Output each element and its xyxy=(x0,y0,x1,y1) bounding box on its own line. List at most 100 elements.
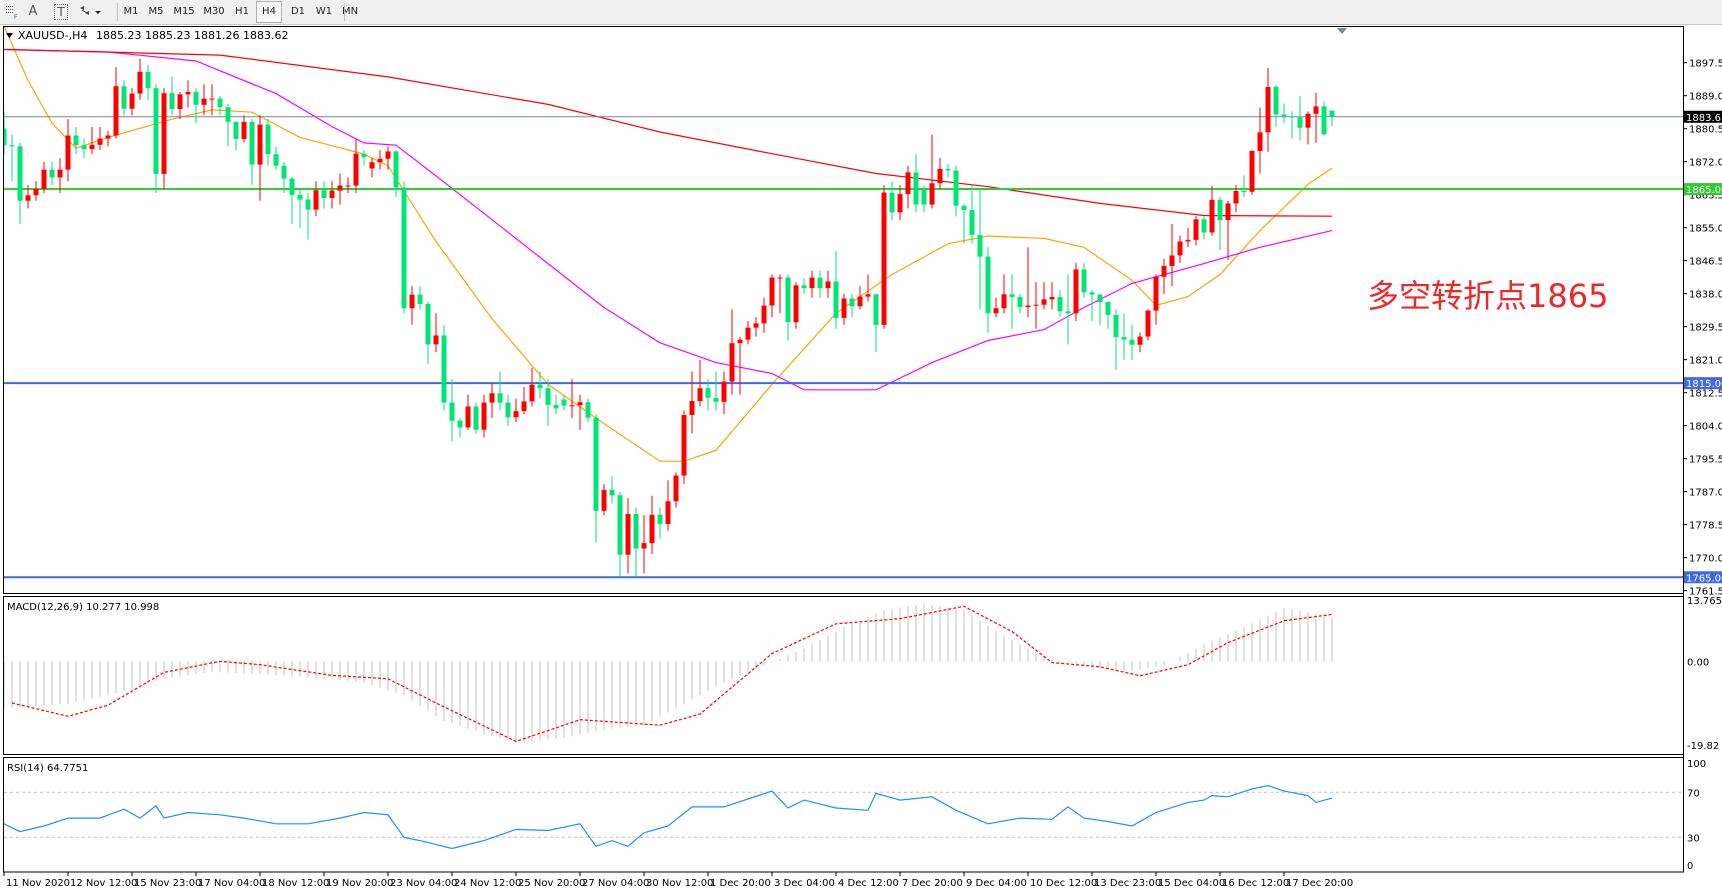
candle-body xyxy=(393,151,399,188)
candle-body xyxy=(273,154,279,166)
candle-body xyxy=(1073,269,1079,314)
candle-body xyxy=(649,514,655,544)
timeframe-h1-button[interactable]: H1 xyxy=(235,6,249,17)
candle xyxy=(329,181,335,209)
candle xyxy=(537,371,543,399)
candle xyxy=(465,394,471,430)
time-tick-label: 30 Nov 12:00 xyxy=(646,878,713,889)
candle-body xyxy=(921,189,927,205)
candle-body xyxy=(489,393,495,403)
candle-body xyxy=(513,411,519,418)
timeframe-h4-button[interactable]: H4 xyxy=(256,1,282,23)
candle-body xyxy=(161,93,167,174)
macd-signal-line xyxy=(11,605,1333,743)
candle-body xyxy=(409,294,415,309)
candle xyxy=(337,173,343,205)
candle xyxy=(505,394,511,426)
timeframe-m1-button[interactable]: M1 xyxy=(123,6,139,17)
candle-body xyxy=(113,86,119,136)
candle-body xyxy=(529,384,535,402)
price-tick-label: 1778.55 xyxy=(1689,521,1722,532)
time-tick-label: 18 Nov 12:00 xyxy=(262,878,329,889)
candle xyxy=(1017,293,1023,314)
timeframe-d1-button[interactable]: D1 xyxy=(290,6,306,17)
candle xyxy=(481,394,487,438)
timeframe-m15-button[interactable]: M15 xyxy=(173,6,195,17)
candle xyxy=(1161,258,1167,294)
time-tick-label: 13 Dec 23:00 xyxy=(1094,878,1161,889)
candle xyxy=(1097,293,1103,325)
candle-body xyxy=(177,94,183,110)
candle-body xyxy=(881,192,887,325)
candle xyxy=(281,161,287,193)
candle-body xyxy=(1193,219,1199,240)
candle xyxy=(473,402,479,434)
symbol-label: XAUUSD-,H4 xyxy=(18,29,87,42)
collapse-triangle-icon[interactable] xyxy=(6,33,13,38)
candle xyxy=(641,515,647,574)
candle-body xyxy=(713,397,719,402)
candle-body xyxy=(937,168,943,184)
timeframe-mn-button[interactable]: MN xyxy=(341,6,359,17)
candle xyxy=(681,410,687,485)
candle xyxy=(969,185,975,244)
candle-body xyxy=(889,192,895,213)
candle xyxy=(841,293,847,325)
candle-body xyxy=(1225,203,1231,221)
candle-body xyxy=(1297,117,1303,128)
candle-body xyxy=(873,294,879,325)
axes: 1897.55 1889.05 1880.55 1872.05 1863.55 1855.… xyxy=(3,26,1722,889)
timeframe-m5-button[interactable]: M5 xyxy=(148,6,164,17)
candle-body xyxy=(1289,116,1295,118)
candle-body xyxy=(417,294,423,304)
candle-body xyxy=(249,121,255,165)
candle xyxy=(633,507,639,578)
price-tick-label: 1897.55 xyxy=(1689,59,1722,70)
candle xyxy=(825,270,831,298)
candle-body xyxy=(65,135,71,170)
candle-body xyxy=(1169,255,1175,266)
candle xyxy=(1233,185,1239,213)
time-tick-label: 11 Nov 2020 xyxy=(6,878,70,889)
candle-body xyxy=(793,285,799,323)
candle-body xyxy=(681,414,687,476)
candle xyxy=(1057,289,1063,318)
candle-body xyxy=(625,513,631,555)
candle xyxy=(233,121,239,151)
candle xyxy=(297,189,303,228)
candle xyxy=(697,359,703,407)
candle-body xyxy=(929,183,935,205)
candle xyxy=(1153,274,1159,325)
candle xyxy=(1257,107,1263,174)
candle-body xyxy=(505,402,511,418)
candle xyxy=(761,297,767,333)
text-icon[interactable]: A xyxy=(28,4,38,19)
candle-body xyxy=(689,401,695,415)
price-tick-label: 1787.05 xyxy=(1689,488,1722,499)
candle-body xyxy=(265,124,271,155)
candle xyxy=(345,177,351,193)
candle-body xyxy=(753,323,759,328)
timeframe-w1-button[interactable]: W1 xyxy=(315,6,333,17)
price-tick-label: 1821.05 xyxy=(1689,356,1722,367)
price-tick-label: 1872.05 xyxy=(1689,158,1722,169)
candle-body xyxy=(305,199,311,210)
candle xyxy=(521,387,527,415)
candle-body xyxy=(569,405,575,407)
chart-shift-marker-icon[interactable] xyxy=(1337,28,1347,34)
candle xyxy=(41,161,47,193)
grid-fibo-icon[interactable]: F xyxy=(2,2,24,22)
text-label-icon[interactable]: T xyxy=(52,2,70,22)
price-plot xyxy=(4,27,1683,579)
candle xyxy=(57,158,63,193)
candle-body xyxy=(217,98,223,108)
timeframe-m30-button[interactable]: M30 xyxy=(203,6,225,17)
candle xyxy=(833,251,839,329)
shapes-icon[interactable] xyxy=(78,2,104,22)
candle xyxy=(561,394,567,411)
candle xyxy=(913,154,919,213)
candle-body xyxy=(841,298,847,318)
candle xyxy=(777,274,783,314)
candle-body xyxy=(449,402,455,421)
